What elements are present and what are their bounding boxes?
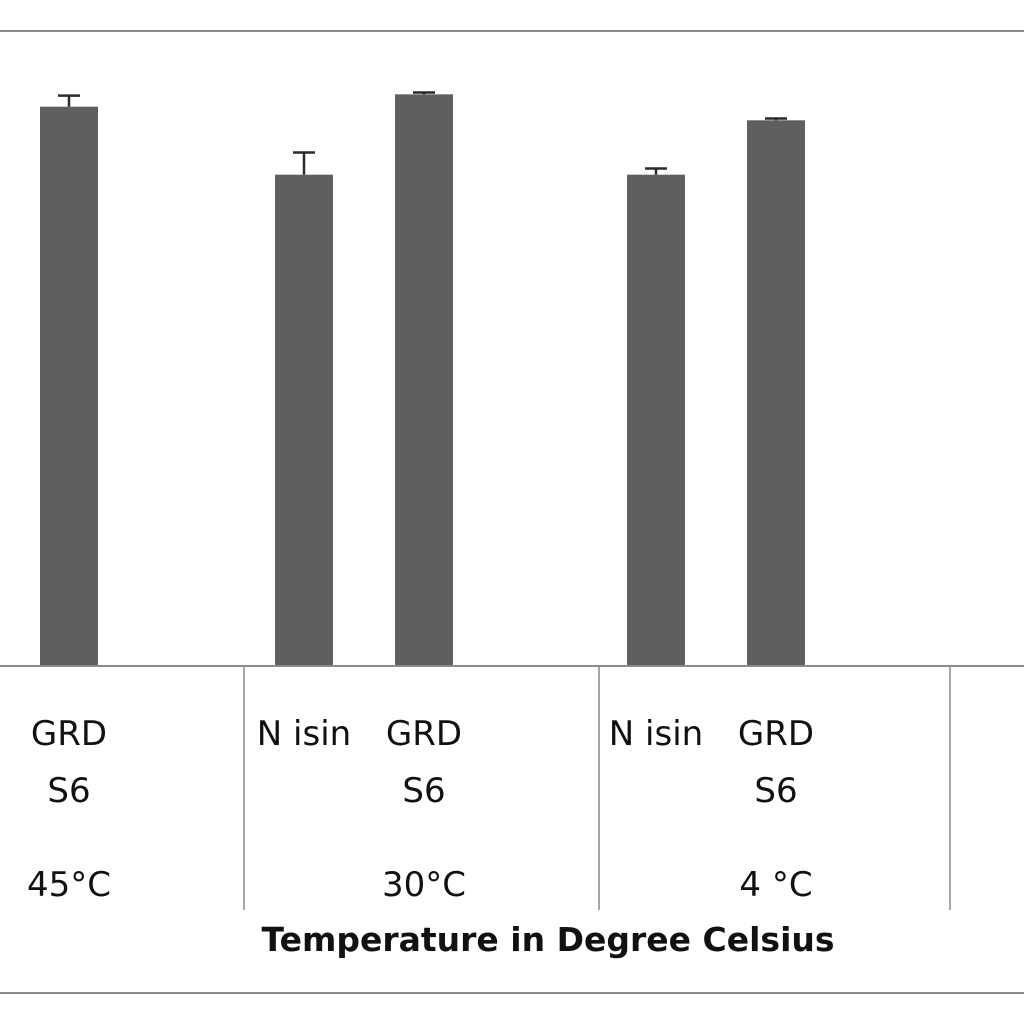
bar-0-0 <box>40 106 98 666</box>
x-axis-title: Temperature in Degree Celsius <box>261 920 834 959</box>
bars-layer <box>40 91 951 910</box>
bar-label-0-0: GRD <box>31 714 107 754</box>
group-label-0: 45°C <box>27 865 111 905</box>
bar-label-line2-0-0: S6 <box>47 771 90 811</box>
bar-label-2-0: N isin <box>609 714 703 754</box>
bar-2-0 <box>627 174 685 666</box>
error-bar-1-0 <box>293 151 315 175</box>
chart-frame <box>0 30 1024 994</box>
bar-label-1-1: GRD <box>386 714 462 754</box>
bar-label-line2-2-1: S6 <box>754 771 797 811</box>
bar-2-1 <box>747 120 805 666</box>
error-bar-2-1 <box>765 117 787 121</box>
bar-1-0 <box>275 174 333 666</box>
group-label-2: 4 °C <box>739 865 812 905</box>
bar-label-1-0: N isin <box>257 714 351 754</box>
group-label-1: 30°C <box>382 865 466 905</box>
bar-label-2-1: GRD <box>738 714 814 754</box>
error-bar-0-0 <box>58 94 80 107</box>
bar-label-line2-1-1: S6 <box>402 771 445 811</box>
error-bar-2-0 <box>645 167 667 175</box>
bar-1-1 <box>395 94 453 667</box>
error-bar-1-1 <box>413 91 435 95</box>
